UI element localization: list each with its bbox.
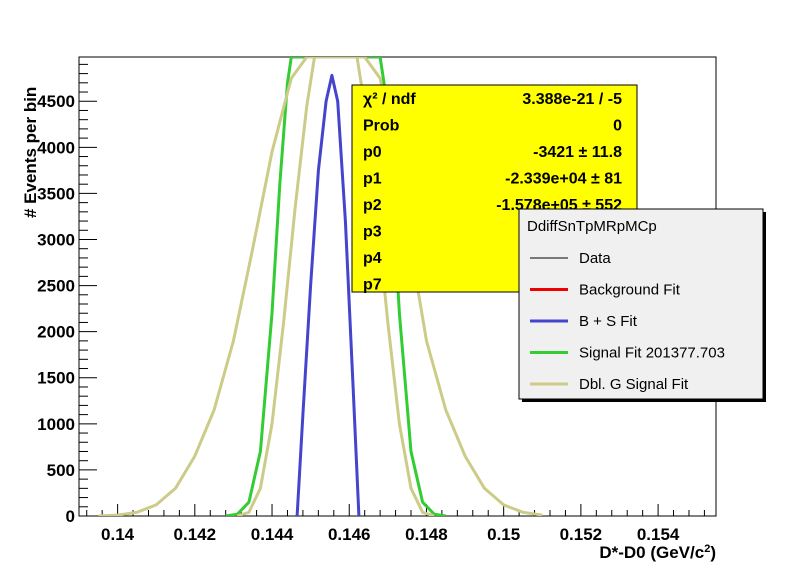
x-axis-title: D*-D0 (GeV/c2) bbox=[599, 543, 716, 562]
x-tick-label: 0.144 bbox=[251, 525, 294, 544]
x-tick-label: 0.146 bbox=[328, 525, 371, 544]
y-tick-label: 500 bbox=[47, 461, 75, 480]
stats-value: -3421 ± 11.8 bbox=[533, 144, 622, 161]
x-axis-title-main: D*-D0 (GeV/c bbox=[599, 543, 704, 562]
y-tick-label: 2000 bbox=[37, 323, 75, 342]
legend-title: DdiffSnTpMRpMCp bbox=[527, 218, 657, 235]
x-tick-label: 0.14 bbox=[101, 525, 135, 544]
legend-entry-label: Dbl. G Signal Fit bbox=[579, 376, 689, 393]
x-tick-label: 0.152 bbox=[560, 525, 603, 544]
stats-value: -2.339e+04 ± 81 bbox=[505, 171, 622, 188]
series-line bbox=[98, 57, 543, 516]
x-tick-label: 0.148 bbox=[405, 525, 448, 544]
x-axis-title-sup: 2 bbox=[704, 543, 710, 555]
stats-label: p0 bbox=[363, 144, 382, 161]
x-tick-label: 0.15 bbox=[487, 525, 520, 544]
stats-label: p7 bbox=[363, 277, 382, 294]
stats-label: Prob bbox=[363, 118, 400, 135]
y-tick-label: 3500 bbox=[37, 184, 75, 203]
y-tick-label: 4500 bbox=[37, 92, 75, 111]
series-line bbox=[295, 73, 361, 516]
legend-entry-label: Background Fit bbox=[579, 282, 681, 299]
x-tick-label: 0.142 bbox=[174, 525, 217, 544]
axis-ticks bbox=[79, 63, 705, 517]
x-axis-title-end: ) bbox=[710, 543, 716, 562]
y-tick-label: 3000 bbox=[37, 230, 75, 249]
y-tick-label: 2500 bbox=[37, 277, 75, 296]
stats-label: χ² / ndf bbox=[363, 91, 416, 108]
stats-value: 0 bbox=[613, 118, 622, 135]
legend: DdiffSnTpMRpMCp Data Background Fit B + S … bbox=[518, 208, 766, 402]
stats-label: p4 bbox=[363, 250, 382, 267]
stats-label: p1 bbox=[363, 171, 382, 188]
legend-entry-label: Signal Fit 201377.703 bbox=[579, 345, 725, 362]
y-tick-label: 1000 bbox=[37, 415, 75, 434]
stats-value: 3.388e-21 / -5 bbox=[522, 91, 622, 108]
series-line bbox=[236, 57, 435, 516]
stats-label: p2 bbox=[363, 197, 382, 214]
series-curves bbox=[98, 57, 543, 516]
y-tick-label: 0 bbox=[66, 507, 75, 526]
stats-label: p3 bbox=[363, 224, 382, 241]
y-tick-label: 4000 bbox=[37, 138, 75, 157]
x-tick-label: 0.154 bbox=[637, 525, 680, 544]
series-line bbox=[225, 57, 447, 516]
y-axis-title: # Events per bin bbox=[21, 87, 40, 218]
y-tick-label: 1500 bbox=[37, 369, 75, 388]
legend-entry-label: B + S Fit bbox=[579, 313, 638, 330]
legend-entry-label: Data bbox=[579, 250, 611, 267]
axis-tick-labels: 0.14 0.142 0.144 0.146 0.148 0.15 0.152 0.154 0 5… bbox=[37, 92, 680, 544]
